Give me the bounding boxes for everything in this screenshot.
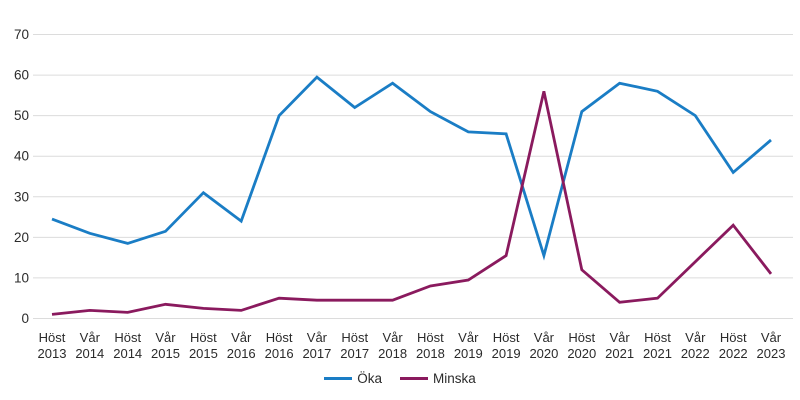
x-axis-tick-label-season: Höst (190, 330, 217, 345)
x-axis-tick-label-year: 2018 (416, 346, 445, 361)
x-axis-tick-label-season: Vår (80, 330, 101, 345)
y-axis-tick-label: 20 (14, 230, 29, 245)
y-axis-tick-label: 40 (14, 149, 29, 164)
x-axis-tick-label-year: 2014 (75, 346, 104, 361)
x-axis-tick-label-year: 2014 (113, 346, 142, 361)
x-axis-tick-label-year: 2016 (265, 346, 294, 361)
x-axis-tick-label-year: 2017 (340, 346, 369, 361)
x-axis-tick-label-year: 2021 (643, 346, 672, 361)
x-axis-tick-label-year: 2016 (227, 346, 256, 361)
y-axis-tick-label: 0 (21, 311, 29, 326)
x-axis-tick-label-season: Vår (307, 330, 328, 345)
x-axis-tick-label-season: Höst (266, 330, 293, 345)
x-axis-tick-label-year: 2017 (302, 346, 331, 361)
y-axis-tick-label: 60 (14, 68, 29, 83)
y-axis-tick-label: 10 (14, 270, 29, 285)
x-axis-tick-label-season: Höst (720, 330, 747, 345)
legend-item: Minska (400, 372, 476, 386)
x-axis-tick-label-season: Höst (493, 330, 520, 345)
x-axis-tick-label-season: Höst (568, 330, 595, 345)
x-axis-tick-label-season: Vår (534, 330, 555, 345)
x-axis-tick-label-season: Vår (155, 330, 176, 345)
x-axis-tick-label-season: Höst (39, 330, 66, 345)
x-axis-tick-label-year: 2022 (719, 346, 748, 361)
x-axis-tick-label-year: 2013 (38, 346, 67, 361)
x-axis-tick-label-season: Höst (417, 330, 444, 345)
x-axis-tick-label-year: 2022 (681, 346, 710, 361)
x-axis-tick-label-season: Vår (609, 330, 630, 345)
x-axis-tick-label-season: Höst (114, 330, 141, 345)
legend-line-swatch (400, 377, 428, 381)
plot-area: 010203040506070Höst2013Vår2014Höst2014Vå… (14, 27, 793, 361)
x-axis-tick-label-season: Vår (382, 330, 403, 345)
oka-series-line (51, 75, 772, 261)
x-axis-tick-label-year: 2015 (151, 346, 180, 361)
minska-series-line (51, 90, 773, 316)
legend-label: Öka (357, 371, 382, 386)
x-axis-tick-label-season: Höst (644, 330, 671, 345)
y-axis-tick-label: 30 (14, 189, 29, 204)
x-axis-tick-label-year: 2019 (492, 346, 521, 361)
x-axis-tick-label-year: 2023 (757, 346, 786, 361)
x-axis-tick-label-season: Vår (458, 330, 479, 345)
x-axis-tick-label-year: 2019 (454, 346, 483, 361)
x-axis-tick-label-year: 2020 (529, 346, 558, 361)
x-axis-tick-label-season: Höst (341, 330, 368, 345)
x-axis-tick-label-year: 2021 (605, 346, 634, 361)
legend-item: Öka (324, 372, 382, 386)
x-axis-tick-label-season: Vår (685, 330, 706, 345)
legend-line-swatch (324, 377, 353, 381)
y-axis-tick-label: 70 (14, 27, 29, 42)
x-axis-tick-label-year: 2015 (189, 346, 218, 361)
x-axis-tick-label-year: 2018 (378, 346, 407, 361)
chart-legend: Öka Minska (0, 366, 800, 396)
legend-label: Minska (433, 371, 476, 386)
y-axis-tick-label: 50 (14, 108, 29, 123)
x-axis-tick-label-season: Vår (761, 330, 782, 345)
x-axis-tick-label-season: Vår (231, 330, 252, 345)
x-axis-tick-label-year: 2020 (567, 346, 596, 361)
